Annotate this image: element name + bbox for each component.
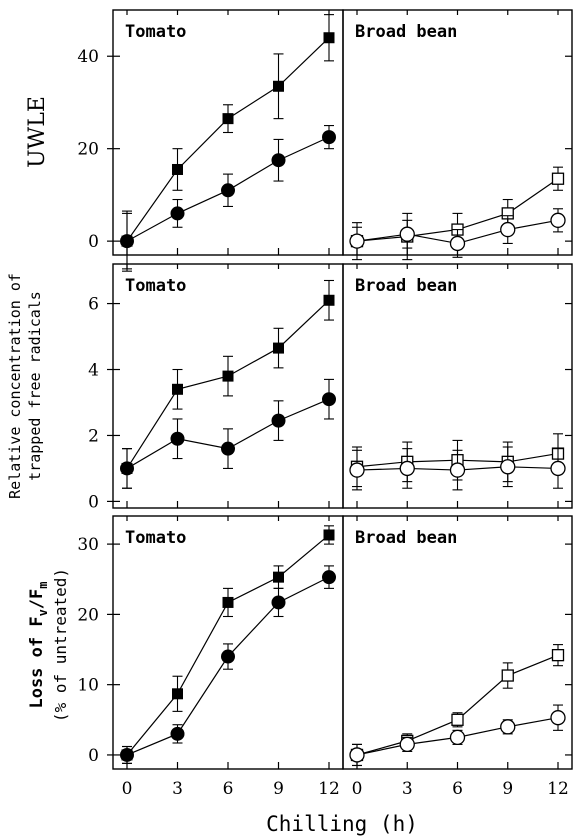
data-point [221, 649, 235, 664]
data-point [449, 729, 466, 746]
data-point [172, 383, 183, 395]
x-tick-label: 3 [402, 779, 413, 799]
y-axis-label-fvfm-line1: Loss of Fv/Fm [27, 581, 50, 708]
y-tick-label: 4 [88, 361, 99, 381]
y-tick-label: 20 [77, 140, 99, 160]
panel-title: Tomato [125, 22, 186, 42]
y-tick-label: 30 [77, 535, 99, 555]
series-filled-circle [120, 125, 336, 270]
series-open-square [350, 644, 565, 767]
panel-title: Tomato [125, 276, 186, 296]
y-axis-label-uwle: UWLE [25, 96, 50, 168]
data-point [550, 460, 566, 477]
x-axis-label: Chilling (h) [266, 812, 418, 836]
chart-panel-1-2: Broad bean [342, 9, 573, 261]
panels-layer: 0 20 40 Tomato Broad bean 0 2 4 6 Tomato Broad bea… [77, 9, 573, 799]
data-point [273, 342, 284, 354]
series-open-circle [349, 208, 566, 258]
data-point [449, 462, 466, 478]
data-point [222, 113, 234, 125]
x-tick-label: 0 [122, 779, 133, 799]
y-axis-label-radicals-line2: trapped free radicals [26, 291, 44, 481]
data-point [399, 460, 415, 477]
data-point [323, 32, 335, 44]
data-point [120, 461, 134, 476]
chart-panel-3-2: Broad bean 0 3 6 9 12 [342, 515, 573, 799]
data-point [172, 163, 183, 175]
data-point [550, 212, 566, 228]
data-point [271, 153, 286, 168]
y-tick-label: 40 [77, 47, 99, 67]
x-tick-label: 6 [223, 779, 234, 799]
data-point [221, 183, 235, 198]
y-tick-label: 20 [77, 605, 99, 625]
data-point [500, 459, 516, 475]
data-point [271, 595, 286, 610]
series-filled-circle [120, 378, 336, 489]
y-tick-label: 10 [77, 676, 99, 696]
x-tick-label: 12 [547, 779, 569, 799]
chart-panel-2-2: Broad bean [342, 263, 573, 509]
data-point [273, 80, 284, 92]
x-tick-label: 12 [318, 779, 340, 799]
data-point [349, 747, 365, 763]
x-tick-label: 6 [452, 779, 463, 799]
data-point [500, 719, 516, 735]
data-point [399, 736, 415, 753]
panel-title: Broad bean [355, 276, 457, 296]
chart-panel-3-1: 0 10 20 30 Tomato 0 3 6 9 12 [77, 515, 344, 799]
data-point [451, 713, 464, 726]
data-point [551, 649, 565, 662]
series-filled-circle [120, 565, 336, 764]
series-line [126, 37, 330, 242]
y-tick-label: 6 [88, 295, 99, 315]
data-point [170, 726, 185, 741]
data-point [323, 529, 335, 541]
data-point [271, 413, 286, 428]
x-tick-label: 3 [172, 779, 183, 799]
data-point [170, 206, 185, 221]
data-point [349, 462, 365, 478]
series-filled-square [121, 14, 335, 272]
series-open-circle [349, 446, 566, 491]
y-tick-label: 0 [88, 746, 99, 766]
data-point [273, 571, 284, 583]
x-tick-label: 9 [502, 779, 513, 799]
x-tick-label: 0 [352, 779, 363, 799]
data-point [399, 226, 415, 242]
data-point [222, 370, 234, 382]
data-point [120, 747, 134, 762]
data-point [349, 233, 365, 249]
data-point [550, 710, 566, 726]
y-tick-label: 2 [88, 426, 99, 446]
series-open-circle [349, 704, 566, 767]
data-point [120, 234, 134, 249]
labels-layer: UWLE Relative concentration of trapped fre… [6, 96, 418, 836]
data-point [323, 294, 335, 306]
y-axis-label-fvfm-line2: (% of untreated) [51, 568, 70, 722]
x-tick-label: 9 [273, 779, 284, 799]
data-point [172, 688, 183, 700]
y-tick-label: 0 [88, 232, 99, 252]
data-point [322, 130, 336, 145]
data-point [449, 235, 466, 252]
data-point [322, 570, 336, 585]
data-point [170, 431, 185, 446]
y-tick-label: 0 [88, 492, 99, 512]
panel-title: Tomato [125, 528, 186, 548]
chart-panel-1-1: 0 20 40 Tomato [77, 9, 344, 272]
y-axis-label-radicals-line1: Relative concentration of [6, 273, 24, 499]
data-point [222, 596, 234, 608]
data-point [501, 669, 514, 682]
data-point [500, 221, 516, 238]
data-point [322, 392, 336, 407]
chart-panel-2-1: 0 2 4 6 Tomato [88, 263, 344, 512]
panel-title: Broad bean [355, 528, 457, 548]
data-point [221, 441, 235, 456]
data-point [551, 172, 565, 185]
panel-title: Broad bean [355, 22, 457, 42]
